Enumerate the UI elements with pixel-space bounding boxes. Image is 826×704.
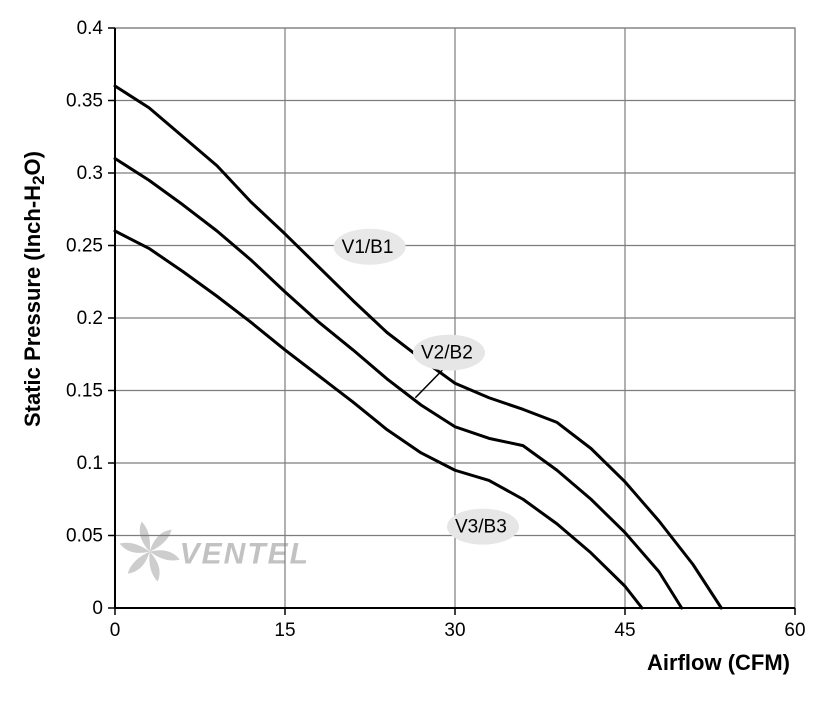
curve-label-v1-b1: V1/B1 bbox=[342, 237, 394, 258]
x-tick-label: 45 bbox=[614, 620, 635, 641]
curve-label-v2-b2: V2/B2 bbox=[421, 343, 473, 364]
y-tick-label: 0 bbox=[92, 598, 103, 619]
x-axis-label: Airflow (CFM) bbox=[647, 650, 790, 675]
x-tick-label: 30 bbox=[444, 620, 465, 641]
chart-container: VENTEL V1/B1 V2/B2 V3/B3 0 15 30 45 60 0 0.05 0.1 0.… bbox=[0, 0, 826, 704]
fan-curve-chart: VENTEL V1/B1 V2/B2 V3/B3 0 15 30 45 60 0 0.05 0.1 0.… bbox=[0, 0, 826, 704]
x-tick-label: 0 bbox=[110, 620, 121, 641]
y-tick-label: 0.1 bbox=[77, 453, 103, 474]
y-tick-label: 0.25 bbox=[66, 236, 103, 257]
curve-label-v3-b3: V3/B3 bbox=[455, 517, 507, 538]
y-tick-label: 0.05 bbox=[66, 526, 103, 547]
y-tick-label: 0.3 bbox=[77, 163, 103, 184]
y-tick-label: 0.35 bbox=[66, 91, 103, 112]
x-tick-label: 60 bbox=[784, 620, 805, 641]
x-tick-label: 15 bbox=[274, 620, 295, 641]
y-tick-label: 0.2 bbox=[77, 308, 103, 329]
y-axis-label: Static Pressure (Inch-H2O) bbox=[20, 151, 48, 427]
watermark-text: VENTEL bbox=[180, 538, 310, 571]
y-tick-label: 0.15 bbox=[66, 381, 103, 402]
y-tick-label: 0.4 bbox=[77, 18, 104, 39]
